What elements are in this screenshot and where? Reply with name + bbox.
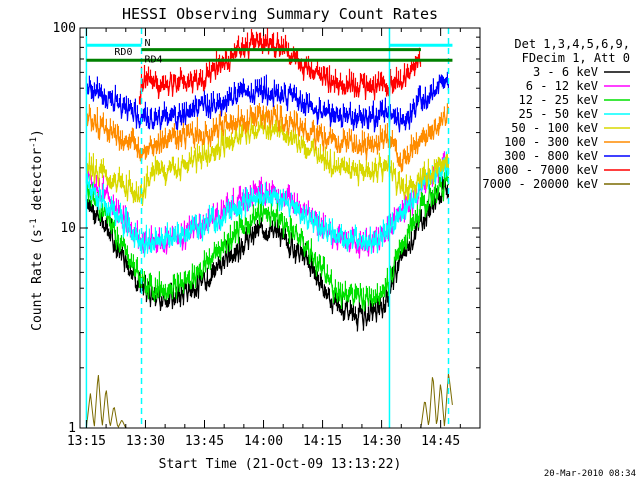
series-25-50-kev <box>85 151 449 258</box>
y-axis-label-end: ) <box>30 129 45 137</box>
x-tick-label: 14:15 <box>303 434 342 449</box>
x-tick-label: 14:30 <box>362 434 401 449</box>
y-tick-label: 1 <box>68 421 76 436</box>
y-axis-label-mid: detector <box>30 148 45 219</box>
footer-timestamp: 20-Mar-2010 08:34 <box>544 469 636 479</box>
annotation-layer: N RD0 RD4 <box>85 28 453 428</box>
legend-entry-label: 100 - 300 keV <box>504 135 598 149</box>
series-50-100-kev <box>85 114 449 207</box>
legend-entry-label: 12 - 25 keV <box>519 93 598 107</box>
series-trace <box>85 114 449 207</box>
state-label-rd4: RD4 <box>145 55 163 66</box>
state-label-rd0: RD0 <box>114 47 132 58</box>
legend-header-line: FDecim 1, Att 0 <box>522 51 630 65</box>
series-trace <box>138 28 422 105</box>
axis-layer: 13:15 13:30 13:45 14:00 14:15 14:30 14:45 1 10 10… <box>53 21 480 449</box>
legend: Det 1,3,4,5,6,9,FDecim 1, Att 03 - 6 keV… <box>482 37 630 191</box>
y-axis-label-sup-2: -1 <box>29 137 39 148</box>
x-tick-label: 14:45 <box>421 434 460 449</box>
state-label-n: N <box>145 38 151 49</box>
x-tick-label: 13:30 <box>126 434 165 449</box>
x-tick-label: 13:15 <box>67 434 106 449</box>
y-axis-label-sup-1: -1 <box>29 218 39 229</box>
x-axis-label: Start Time (21-Oct-09 13:13:22) <box>159 457 402 472</box>
legend-entry-label: 7000 - 20000 keV <box>482 177 598 191</box>
y-tick-label: 10 <box>60 221 76 236</box>
legend-entry-label: 3 - 6 keV <box>533 65 598 79</box>
series-12-25-kev <box>85 168 449 312</box>
x-tick-label: 14:00 <box>244 434 283 449</box>
x-tick-label: 13:45 <box>185 434 224 449</box>
plot-area <box>85 28 453 428</box>
legend-header-line: Det 1,3,4,5,6,9, <box>514 37 630 51</box>
y-axis-label: Count Rate (s-1 detector-1) <box>29 129 45 331</box>
series-800-7000-kev <box>138 28 422 105</box>
legend-entry-label: 800 - 7000 keV <box>497 163 598 177</box>
chart-title: HESSI Observing Summary Count Rates <box>122 5 438 23</box>
legend-entry-label: 6 - 12 keV <box>526 79 598 93</box>
legend-entry-label: 300 - 800 keV <box>504 149 598 163</box>
series-300-800-kev <box>85 71 449 133</box>
y-tick-label: 100 <box>53 21 76 36</box>
legend-entry-label: 25 - 50 keV <box>519 107 598 121</box>
series-100-300-kev <box>85 101 449 173</box>
series-trace <box>85 151 449 258</box>
series-trace <box>85 71 449 133</box>
legend-entry-label: 50 - 100 keV <box>511 121 598 135</box>
series-trace <box>85 101 449 173</box>
series-trace <box>85 168 449 312</box>
y-axis-label-pre: Count Rate (s <box>30 229 45 331</box>
